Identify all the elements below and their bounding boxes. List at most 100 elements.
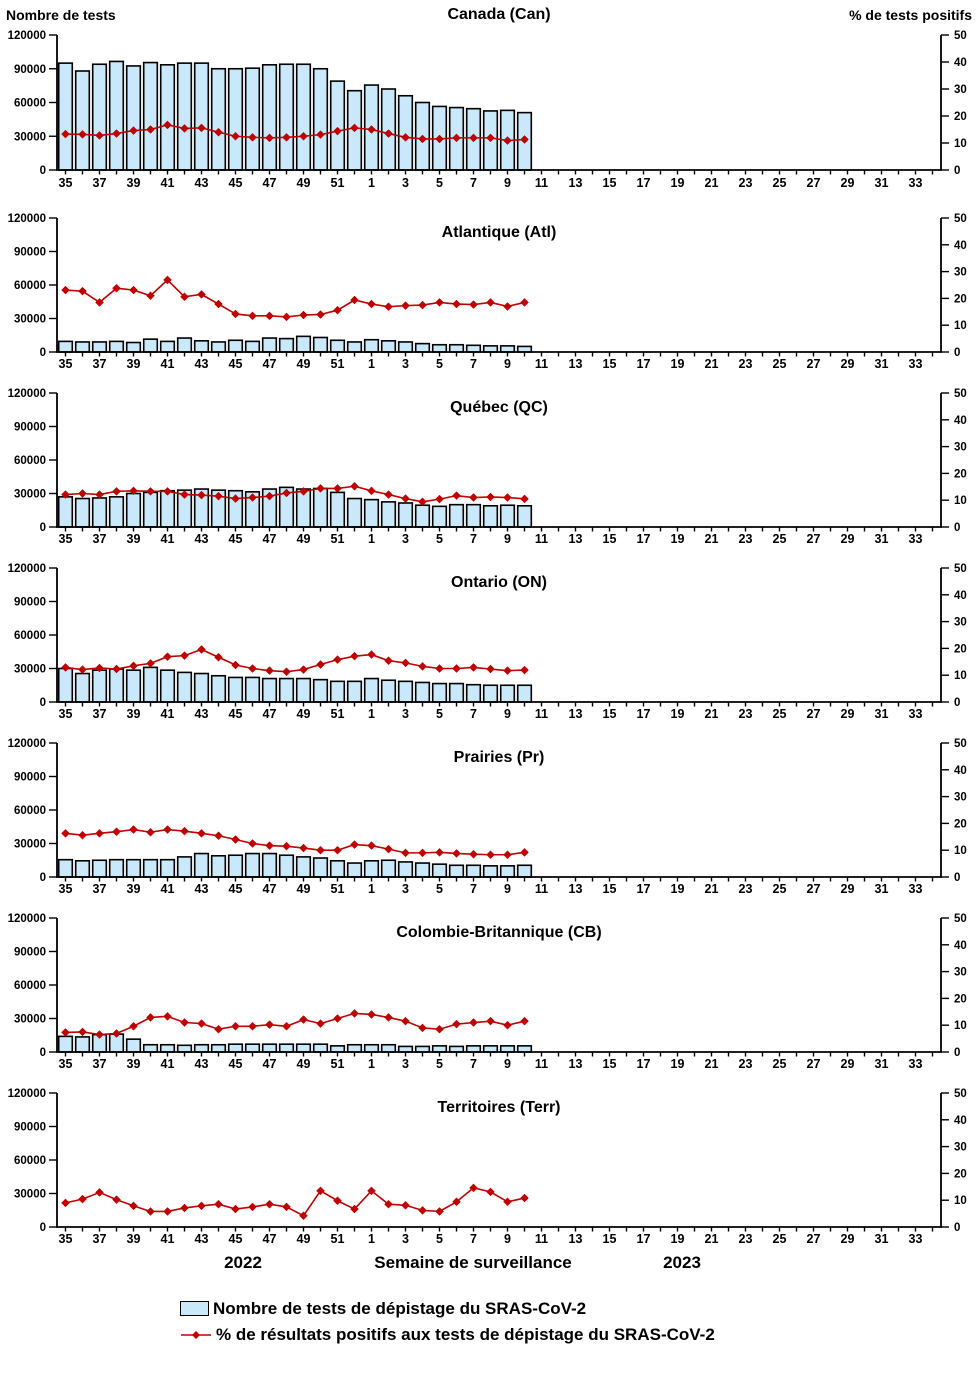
chart-panel-atlantique: Atlantique (Atl) 0 30000 60000 90000 120000 0 1… xyxy=(0,195,976,371)
legend-tests-label: Nombre de tests de dépistage du SRAS-CoV… xyxy=(213,1298,587,1318)
svg-text:30000: 30000 xyxy=(14,1189,46,1201)
svg-text:23: 23 xyxy=(739,532,753,545)
svg-text:13: 13 xyxy=(569,532,583,545)
svg-text:39: 39 xyxy=(127,1232,141,1245)
svg-text:23: 23 xyxy=(739,176,753,190)
svg-text:30000: 30000 xyxy=(14,664,46,676)
svg-text:37: 37 xyxy=(93,1057,107,1070)
svg-text:33: 33 xyxy=(909,707,923,720)
svg-text:11: 11 xyxy=(535,1057,548,1070)
svg-text:29: 29 xyxy=(841,882,855,895)
svg-text:9: 9 xyxy=(504,1232,511,1245)
svg-text:11: 11 xyxy=(535,532,548,545)
svg-text:45: 45 xyxy=(229,707,243,720)
svg-text:37: 37 xyxy=(93,176,107,190)
svg-text:13: 13 xyxy=(569,176,583,190)
svg-text:39: 39 xyxy=(127,1057,141,1070)
svg-text:35: 35 xyxy=(59,357,73,370)
svg-text:90000: 90000 xyxy=(14,1122,46,1134)
legend-item-positivity: % de résultats positifs aux tests de dép… xyxy=(180,1321,976,1347)
svg-text:35: 35 xyxy=(59,176,73,190)
svg-text:40: 40 xyxy=(954,940,967,952)
svg-text:3: 3 xyxy=(402,1057,409,1070)
svg-text:43: 43 xyxy=(195,357,209,370)
svg-text:47: 47 xyxy=(263,1232,277,1245)
svg-text:41: 41 xyxy=(161,1057,175,1070)
svg-text:25: 25 xyxy=(773,1057,787,1070)
svg-text:50: 50 xyxy=(954,738,967,750)
svg-text:49: 49 xyxy=(297,532,311,545)
svg-text:33: 33 xyxy=(909,357,923,370)
svg-text:43: 43 xyxy=(195,707,209,720)
svg-text:30: 30 xyxy=(954,967,967,979)
svg-text:45: 45 xyxy=(229,176,243,190)
chart-header: Nombre de tests Canada (Can) % de tests … xyxy=(0,0,976,30)
svg-text:10: 10 xyxy=(954,1195,967,1207)
svg-text:43: 43 xyxy=(195,882,209,895)
svg-text:0: 0 xyxy=(954,1047,960,1059)
svg-text:21: 21 xyxy=(705,532,719,545)
svg-text:11: 11 xyxy=(535,1232,548,1245)
svg-text:23: 23 xyxy=(739,1232,753,1245)
svg-text:0: 0 xyxy=(954,347,960,359)
svg-text:27: 27 xyxy=(807,882,821,895)
svg-text:29: 29 xyxy=(841,1057,855,1070)
svg-text:27: 27 xyxy=(807,357,821,370)
year-2022-label: 2022 xyxy=(224,1253,262,1272)
svg-text:0: 0 xyxy=(954,522,960,534)
svg-text:29: 29 xyxy=(841,1232,855,1245)
svg-text:43: 43 xyxy=(195,532,209,545)
svg-text:35: 35 xyxy=(59,532,73,545)
svg-text:27: 27 xyxy=(807,1232,821,1245)
svg-text:31: 31 xyxy=(875,1232,889,1245)
svg-text:5: 5 xyxy=(436,532,443,545)
svg-text:Ontario (ON): Ontario (ON) xyxy=(451,574,547,591)
svg-text:35: 35 xyxy=(59,1232,73,1245)
svg-text:40: 40 xyxy=(954,240,967,252)
svg-text:39: 39 xyxy=(127,532,141,545)
svg-text:60000: 60000 xyxy=(14,98,46,110)
svg-text:7: 7 xyxy=(470,357,477,370)
svg-text:31: 31 xyxy=(875,1057,889,1070)
svg-text:0: 0 xyxy=(40,347,46,359)
svg-text:7: 7 xyxy=(470,1057,477,1070)
svg-text:51: 51 xyxy=(331,532,345,545)
svg-text:47: 47 xyxy=(263,357,277,370)
svg-text:10: 10 xyxy=(954,138,967,150)
svg-text:Québec (QC): Québec (QC) xyxy=(450,399,548,416)
svg-text:47: 47 xyxy=(263,707,277,720)
svg-text:23: 23 xyxy=(739,882,753,895)
svg-text:3: 3 xyxy=(402,882,409,895)
svg-text:17: 17 xyxy=(637,1057,651,1070)
svg-text:33: 33 xyxy=(909,532,923,545)
svg-text:40: 40 xyxy=(954,415,967,427)
svg-text:10: 10 xyxy=(954,495,967,507)
svg-text:120000: 120000 xyxy=(8,738,46,750)
year-2023-label: 2023 xyxy=(663,1253,701,1272)
svg-text:120000: 120000 xyxy=(8,388,46,400)
svg-text:33: 33 xyxy=(909,1057,923,1070)
x-axis-title: Semaine de surveillance xyxy=(374,1253,572,1272)
svg-text:33: 33 xyxy=(909,1232,923,1245)
chart-panel-ontario: Ontario (ON) 0 30000 60000 90000 120000 0 10 20 3… xyxy=(0,545,976,721)
svg-text:40: 40 xyxy=(954,765,967,777)
svg-text:50: 50 xyxy=(954,213,967,225)
svg-text:60000: 60000 xyxy=(14,455,46,467)
svg-text:90000: 90000 xyxy=(14,247,46,259)
svg-text:0: 0 xyxy=(40,522,46,534)
svg-text:41: 41 xyxy=(161,882,175,895)
svg-text:19: 19 xyxy=(671,1057,685,1070)
svg-text:7: 7 xyxy=(470,882,477,895)
svg-text:43: 43 xyxy=(195,176,209,190)
svg-text:51: 51 xyxy=(331,176,345,190)
svg-text:11: 11 xyxy=(535,176,548,190)
chart-panel-colombie-britannique: Colombie-Britannique (CB) 0 30000 60000 9000… xyxy=(0,895,976,1071)
svg-text:23: 23 xyxy=(739,357,753,370)
svg-text:35: 35 xyxy=(59,882,73,895)
legend: Nombre de tests de dépistage du SRAS-CoV… xyxy=(180,1295,976,1347)
svg-text:31: 31 xyxy=(875,707,889,720)
svg-text:7: 7 xyxy=(470,532,477,545)
svg-text:Prairies (Pr): Prairies (Pr) xyxy=(454,749,545,766)
svg-text:49: 49 xyxy=(297,707,311,720)
svg-text:5: 5 xyxy=(436,176,443,190)
